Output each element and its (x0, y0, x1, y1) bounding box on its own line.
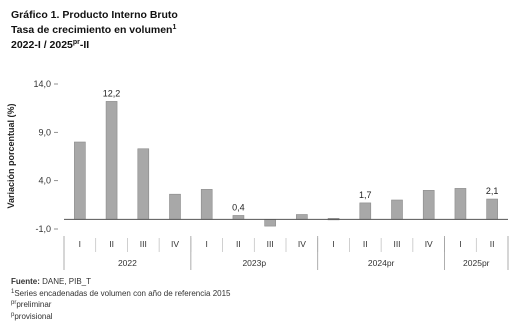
x-tick-label: II (236, 239, 241, 249)
x-tick-label: I (79, 239, 81, 249)
x-tick-label: I (459, 239, 461, 249)
y-axis-label: Variación porcentual (%) (6, 103, 16, 208)
data-label: 1,7 (359, 190, 372, 200)
x-tick-label: I (206, 239, 208, 249)
bar (105, 101, 118, 220)
footnote-3: pprovisional (11, 311, 231, 323)
chart-period-sup: pr (72, 39, 80, 46)
footnote-1-text: Series encadenadas de volumen con año de… (14, 288, 231, 298)
footnote-2-sup: pr (11, 300, 17, 306)
x-tick-label: I (332, 239, 334, 249)
source-note: Fuente: DANE, PIB_T (11, 276, 231, 288)
chart-title: Gráfico 1. Producto Interno Bruto (11, 9, 178, 21)
chart-subtitle: Tasa de crecimiento en volumen1 (11, 23, 178, 38)
bar (264, 219, 276, 227)
x-tick-label: IV (298, 239, 306, 249)
bar (391, 199, 403, 220)
x-tick-label: III (140, 239, 147, 249)
x-tick-label: IV (171, 239, 179, 249)
data-label: 2,1 (486, 186, 499, 196)
bar (486, 198, 498, 220)
y-tick-label: 4,0 (38, 176, 51, 186)
x-tick-label: III (267, 239, 274, 249)
year-group-label: 2023p (242, 258, 266, 268)
chart-notes: Fuente: DANE, PIB_T 1Series encadenadas … (11, 276, 231, 322)
bar (359, 202, 372, 220)
x-tick-label: IV (425, 239, 433, 249)
footnote-3-sup: p (11, 311, 15, 318)
year-group-label: 2024pr (368, 258, 395, 268)
y-tick-label: 9,0 (38, 127, 51, 137)
chart-subtitle-text: Tasa de crecimiento en volumen (11, 24, 173, 36)
year-group-label: 2022 (118, 258, 137, 268)
footnote-1: 1Series encadenadas de volumen con año d… (11, 288, 231, 300)
footnote-3-text: provisional (14, 311, 53, 321)
y-tick-label: -1,0 (35, 224, 51, 234)
bar (74, 141, 86, 220)
bar (422, 190, 435, 220)
chart-period-main: 2022-I / 2025 (11, 39, 73, 51)
chart-period-tail: -II (79, 39, 90, 51)
bar (454, 188, 467, 220)
x-tick-label: II (490, 239, 495, 249)
source-text: DANE, PIB_T (39, 277, 92, 286)
y-tick-label: 14,0 (33, 79, 51, 89)
chart-subtitle-sup: 1 (172, 24, 177, 31)
chart-title-block: Gráfico 1. Producto Interno Bruto Tasa d… (11, 8, 178, 53)
bar (169, 193, 181, 220)
source-label: Fuente: (11, 277, 40, 286)
x-tick-label: II (363, 239, 368, 249)
data-label: 0,4 (232, 202, 245, 212)
chart-period: 2022-I / 2025pr-II (11, 38, 178, 53)
footnote-2: prpreliminar (11, 299, 231, 311)
bar (200, 189, 213, 220)
x-tick-label: III (393, 239, 400, 249)
x-tick-label: II (109, 239, 114, 249)
footnote-2-text: preliminar (16, 300, 52, 309)
bar-chart: Variación porcentual (%) -1,0 4,0 9,0 14,0 12… (6, 79, 509, 270)
year-group-label: 2025pr (463, 258, 490, 268)
bar (296, 214, 308, 220)
bar (137, 148, 150, 220)
data-label: 12,2 (103, 88, 121, 98)
bar (232, 215, 245, 220)
footnote-1-sup: 1 (11, 288, 15, 295)
